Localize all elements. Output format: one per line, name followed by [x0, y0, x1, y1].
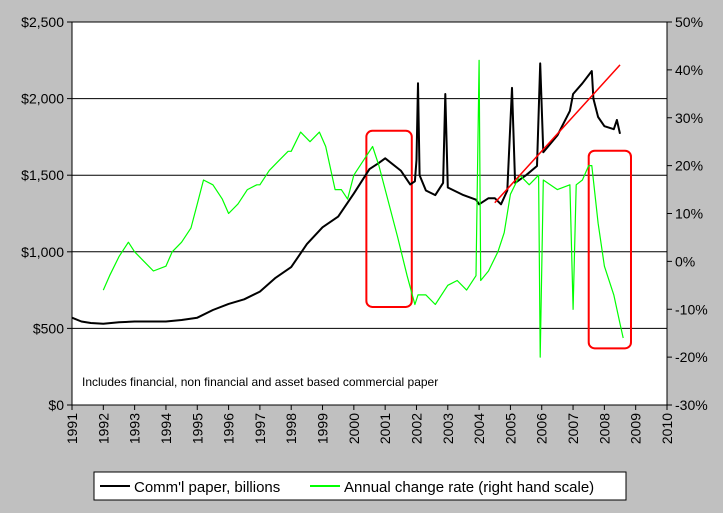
y-right-tick-label: 0% — [675, 253, 695, 269]
x-tick-label: 1997 — [252, 413, 268, 444]
x-tick-label: 1994 — [158, 413, 174, 444]
y-left-tick-label: $2,500 — [21, 14, 64, 30]
x-tick-label: 2007 — [565, 413, 581, 444]
x-tick-label: 2004 — [471, 413, 487, 444]
x-tick-label: 2002 — [408, 413, 424, 444]
y-right-tick-label: 30% — [675, 110, 703, 126]
axes: $0 $500 $1,000 $1,500 $2,000 $2,500 -30% -20% -1… — [21, 14, 708, 444]
plot-border — [71, 21, 668, 406]
y-right-tick-label: -10% — [675, 301, 708, 317]
x-tick-label: 1999 — [315, 413, 331, 444]
legend-label: Annual change rate (right hand scale) — [344, 479, 594, 496]
x-tick-label: 1992 — [95, 413, 111, 444]
highlight-box — [587, 149, 632, 350]
x-tick-label: 2003 — [440, 413, 456, 444]
y-left-tick-label: $1,500 — [21, 167, 64, 183]
legend: Comm'l paper, billions Annual change rate… — [93, 471, 627, 501]
chart-annotation: Includes financial, non financial and as… — [82, 375, 438, 389]
highlight-box — [365, 129, 413, 308]
x-tick-label: 2010 — [659, 413, 675, 444]
x-tick-label: 1991 — [64, 413, 80, 444]
y-left-tick-label: $0 — [48, 397, 64, 413]
y-right-tick-label: 40% — [675, 62, 703, 78]
x-tick-label: 2006 — [534, 413, 550, 444]
plot-area — [72, 22, 667, 405]
y-right-tick-label: -30% — [675, 397, 708, 413]
x-tick-label: 2008 — [596, 413, 612, 444]
y-right-tick-label: 50% — [675, 14, 703, 30]
legend-label: Comm'l paper, billions — [134, 479, 280, 496]
x-tick-label: 2001 — [377, 413, 393, 444]
x-tick-label: 1996 — [221, 413, 237, 444]
y-right-tick-label: 20% — [675, 158, 703, 174]
series-line — [71, 62, 621, 325]
y-right-tick-label: -20% — [675, 349, 708, 365]
x-tick-label: 1993 — [127, 413, 143, 444]
x-tick-label: 1995 — [189, 413, 205, 444]
y-left-tick-label: $1,000 — [21, 244, 64, 260]
series-layer — [71, 59, 624, 358]
y-left-tick-label: $500 — [33, 320, 64, 336]
x-tick-label: 2000 — [346, 413, 362, 444]
y-right-tick-label: 10% — [675, 206, 703, 222]
grid-lines — [72, 98, 667, 329]
x-tick-label: 2005 — [502, 413, 518, 444]
highlight-boxes — [365, 129, 632, 350]
x-tick-label: 2009 — [628, 413, 644, 444]
trend-line — [494, 64, 621, 204]
x-tick-label: 1998 — [283, 413, 299, 444]
legend-box — [93, 471, 627, 501]
y-left-tick-label: $2,000 — [21, 91, 64, 107]
series-line — [102, 59, 624, 358]
